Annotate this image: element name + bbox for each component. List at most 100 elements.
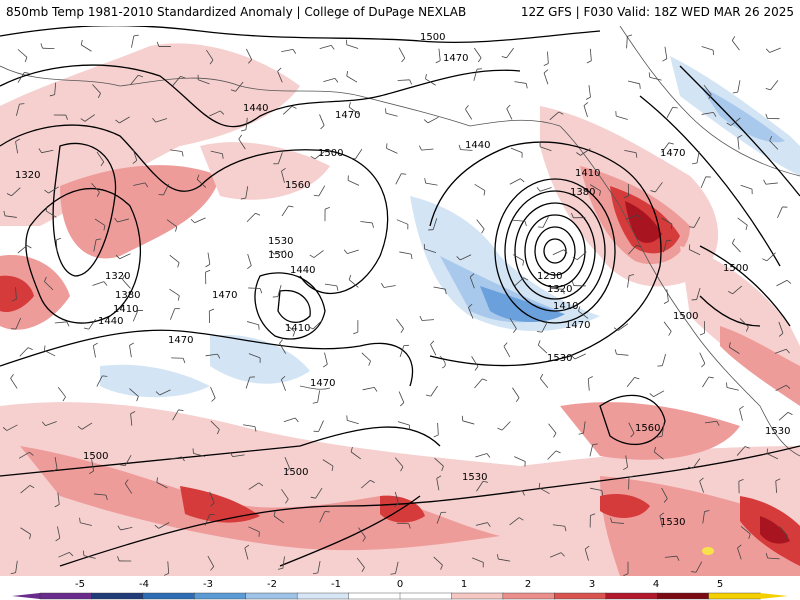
wind-barb [124, 483, 133, 494]
wind-barb-flag [599, 190, 601, 196]
wind-barb-flag [77, 426, 83, 430]
wind-barb-flag [765, 113, 768, 119]
wind-barb [767, 557, 780, 560]
wind-barb [625, 455, 628, 468]
wind-barb [425, 182, 438, 186]
wind-barb [626, 214, 638, 220]
wind-barb [386, 147, 398, 154]
contour-label: 1440 [290, 265, 315, 276]
wind-barb [55, 240, 58, 253]
wind-barb-flag [209, 59, 214, 65]
wind-barb [587, 378, 590, 391]
wind-barb-flag [786, 279, 792, 284]
wind-barb [543, 72, 549, 85]
wind-barb-flag [62, 396, 66, 402]
colorbar-tick-label: 5 [717, 579, 723, 590]
wind-barb [120, 526, 133, 531]
wind-barb [283, 417, 296, 423]
wind-barb [20, 527, 31, 535]
wind-barb-flag [691, 571, 697, 573]
wind-barb [692, 458, 701, 469]
wind-barb [737, 547, 742, 560]
contour-label: 1530 [765, 426, 790, 437]
wind-barb [729, 346, 740, 354]
wind-barb [285, 323, 296, 333]
wind-barb-flag [699, 332, 705, 336]
wind-barb [169, 288, 180, 297]
wind-barb [726, 387, 739, 391]
wind-barb [506, 47, 514, 59]
wind-barb [281, 48, 294, 53]
wind-barb [588, 85, 591, 98]
wind-barb [17, 49, 28, 58]
wind-barb-flag [497, 427, 503, 431]
wind-barb [424, 248, 437, 254]
wind-barb-flag [649, 393, 654, 397]
contour-label: 1500 [673, 311, 698, 322]
wind-barb-flag [536, 331, 542, 333]
colorbar-tick-label: -4 [139, 579, 149, 590]
wind-barb-flag [229, 452, 233, 457]
wind-barb [209, 110, 221, 117]
colorbar-segment [194, 592, 247, 600]
wind-barb [577, 251, 587, 260]
map-title: 850mb Temp 1981-2010 Standardized Anomal… [6, 5, 467, 19]
wind-barb-flag [178, 409, 184, 411]
wind-barb-flag [240, 197, 246, 200]
wind-barb [19, 347, 29, 357]
wind-barb-flag [501, 56, 507, 59]
wind-barb [775, 384, 787, 392]
wind-barb [398, 47, 406, 59]
wind-barb [774, 348, 787, 354]
colorbar-tick-label: 3 [589, 579, 595, 590]
wind-barb-flag [584, 545, 590, 550]
wind-barb [474, 183, 486, 191]
wind-barb-flag [745, 225, 748, 231]
wind-barb-flag [310, 155, 316, 160]
wind-barb [766, 252, 776, 262]
wind-barb [538, 487, 550, 495]
wind-barb [399, 345, 405, 357]
wind-barb-flag [241, 129, 247, 132]
wind-barb-flag [630, 433, 635, 438]
wind-barb [122, 279, 131, 289]
colorbar-segments [12, 592, 788, 600]
wind-barb-flag [79, 517, 81, 523]
wind-barb-flag [152, 117, 156, 123]
wind-barb-flag [103, 281, 108, 286]
wind-barb-flag [292, 49, 297, 54]
wind-barb [91, 182, 100, 193]
contour-label: 1440 [98, 316, 123, 327]
wind-barb-flag [762, 258, 767, 262]
wind-barb-flag [373, 387, 378, 392]
wind-barb [700, 176, 707, 189]
wind-barb [539, 146, 552, 152]
wind-barb-flag [244, 544, 250, 549]
wind-barb-flag [745, 326, 749, 332]
wind-barb [695, 561, 703, 573]
wind-barb-flag [294, 417, 299, 423]
contour-label: 1500 [83, 451, 108, 462]
wind-barb [84, 114, 95, 122]
wind-barb-flag [29, 534, 31, 540]
wind-barb [129, 388, 139, 397]
wind-barb [124, 454, 132, 466]
wind-barb [589, 444, 594, 457]
wind-barb-flag [648, 72, 651, 78]
colorbar-segment [451, 592, 504, 600]
wind-barb [617, 323, 629, 331]
wind-barb [436, 512, 442, 524]
wind-barb [159, 389, 171, 396]
wind-barb [552, 524, 565, 527]
wind-barb-flag [689, 226, 695, 228]
wind-barb [194, 217, 206, 224]
wind-barb [580, 148, 591, 156]
colorbar-tick-label: -1 [331, 579, 341, 590]
wind-barb-flag [744, 446, 750, 449]
wind-barb-flag [614, 349, 617, 355]
contour-label: 1500 [318, 148, 343, 159]
wind-barb [509, 318, 517, 329]
wind-barb [513, 219, 526, 222]
wind-barb-flag [390, 573, 396, 575]
wind-barb-flag [400, 466, 404, 472]
